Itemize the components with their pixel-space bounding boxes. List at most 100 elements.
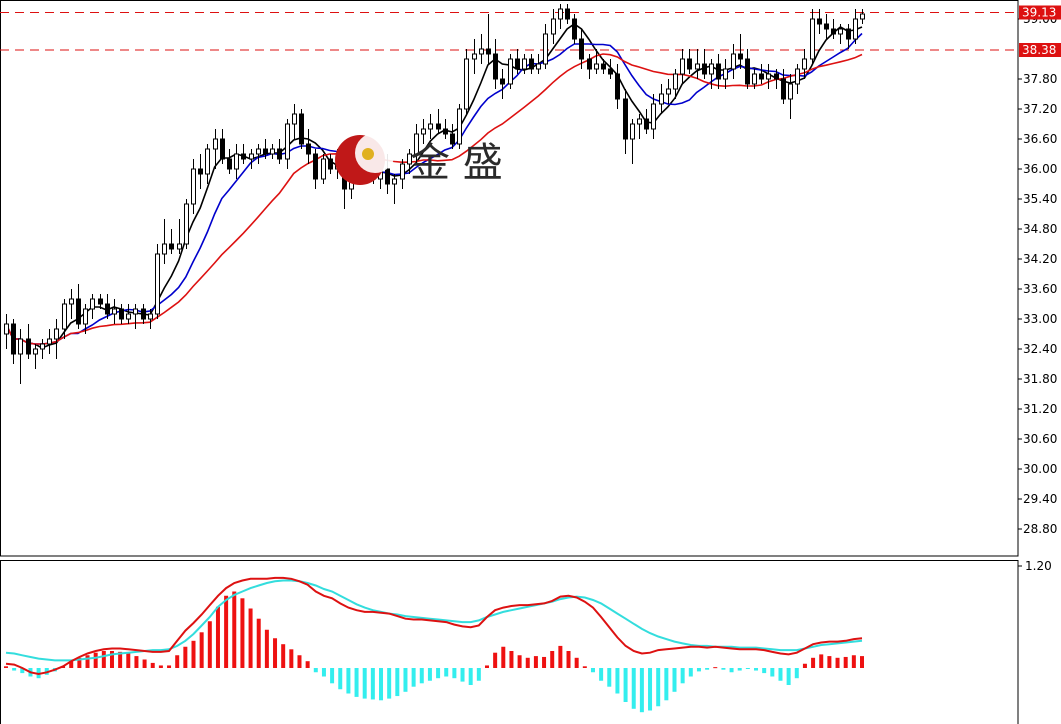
candle-67 — [486, 14, 491, 64]
candle-body-85 — [615, 73, 620, 100]
macd-bar-8 — [69, 661, 74, 668]
candle-61 — [443, 119, 448, 139]
macd-bar-68 — [558, 645, 563, 668]
candle-25 — [184, 199, 189, 249]
macd-bar-80 — [656, 668, 661, 707]
macd-bar-78 — [639, 668, 644, 713]
candle-body-113 — [817, 18, 822, 25]
candle-102 — [738, 34, 743, 69]
candle-body-108 — [781, 78, 786, 100]
main-border — [0, 0, 1019, 557]
candle-body-12 — [90, 298, 95, 310]
macd-border — [0, 560, 1019, 724]
candle-body-13 — [98, 298, 103, 305]
candle-body-88 — [637, 118, 642, 125]
candle-45 — [328, 154, 333, 174]
candle-body-99 — [716, 63, 721, 80]
macd-bar-67 — [550, 651, 555, 668]
candle-70 — [508, 54, 513, 89]
macd-bar-47 — [387, 668, 392, 699]
macd-bar-52 — [427, 668, 432, 681]
candle-body-29 — [213, 138, 218, 150]
candle-body-76 — [551, 18, 556, 35]
candle-body-45 — [328, 158, 333, 170]
candle-26 — [191, 159, 196, 214]
candle-body-69 — [500, 78, 505, 85]
candle-40 — [292, 104, 297, 139]
candle-42 — [306, 129, 311, 164]
candle-body-84 — [608, 68, 613, 75]
candle-body-114 — [824, 23, 829, 30]
macd-bar-69 — [566, 651, 571, 668]
macd-bar-16 — [134, 656, 139, 668]
macd-bar-31 — [256, 618, 261, 668]
ma-line-10 — [5, 32, 863, 345]
price-tags: 39.13 38.38 — [1019, 5, 1061, 57]
candle-32 — [234, 144, 239, 179]
candle-23 — [169, 229, 174, 254]
macd-bar-95 — [778, 668, 783, 681]
macd-bar-87 — [713, 667, 718, 669]
candle-20 — [148, 309, 153, 329]
macd-bar-55 — [452, 668, 457, 679]
candle-body-24 — [177, 243, 182, 250]
candle-68 — [493, 39, 498, 89]
macd-bar-94 — [770, 668, 775, 677]
candle-body-58 — [421, 128, 426, 135]
candle-84 — [608, 59, 613, 79]
macd-bar-82 — [672, 668, 677, 692]
candle-body-73 — [529, 58, 534, 70]
macd-bar-92 — [754, 668, 759, 671]
price-levels — [0, 12, 1018, 51]
candle-body-62 — [450, 133, 455, 145]
candle-body-54 — [392, 178, 397, 185]
macd-bar-83 — [680, 668, 685, 684]
candle-39 — [285, 119, 290, 169]
candle-116 — [838, 24, 843, 44]
candle-body-16 — [119, 308, 124, 320]
candle-87 — [630, 119, 635, 164]
candle-119 — [860, 9, 865, 24]
macd-bar-34 — [281, 644, 286, 668]
macd-bar-14 — [118, 651, 123, 668]
macd-bar-86 — [705, 668, 710, 670]
candle-body-41 — [299, 113, 304, 145]
candle-body-56 — [407, 153, 412, 165]
y-tick-label-2: 37.20 — [1023, 102, 1057, 116]
candle-body-106 — [766, 73, 771, 80]
candle-86 — [623, 89, 628, 154]
macd-bar-76 — [623, 668, 628, 702]
candle-78 — [565, 4, 570, 24]
main-chart-frame — [0, 0, 1019, 557]
macd-bar-38 — [313, 668, 318, 673]
y-tick-label-13: 30.60 — [1023, 432, 1057, 446]
macd-bar-49 — [403, 668, 408, 692]
candle-body-103 — [745, 58, 750, 85]
candle-body-25 — [184, 203, 189, 245]
macd-bar-89 — [729, 668, 734, 673]
candle-body-110 — [795, 68, 800, 85]
candle-body-2 — [18, 338, 23, 355]
candle-body-35 — [256, 148, 261, 155]
macd-bar-85 — [696, 668, 701, 672]
candle-66 — [479, 34, 484, 64]
macd-bar-103 — [843, 656, 848, 668]
candle-body-65 — [472, 53, 477, 60]
candle-body-115 — [831, 28, 836, 35]
candle-body-30 — [220, 138, 225, 160]
candle-88 — [637, 114, 642, 139]
candle-69 — [500, 69, 505, 99]
candle-body-6 — [47, 338, 52, 345]
candle-96 — [695, 49, 700, 79]
candle-7 — [54, 319, 59, 359]
macd-bar-45 — [370, 668, 375, 700]
y-tick-label-14: 30.00 — [1023, 462, 1057, 476]
macd-bar-13 — [109, 651, 114, 668]
y-tick-label-10: 32.40 — [1023, 342, 1057, 356]
macd-bar-42 — [346, 668, 351, 694]
candlesticks[interactable] — [4, 4, 865, 384]
y-tick-label-8: 33.60 — [1023, 282, 1057, 296]
candle-107 — [774, 69, 779, 89]
candle-body-98 — [709, 63, 714, 75]
candle-body-22 — [162, 243, 167, 255]
